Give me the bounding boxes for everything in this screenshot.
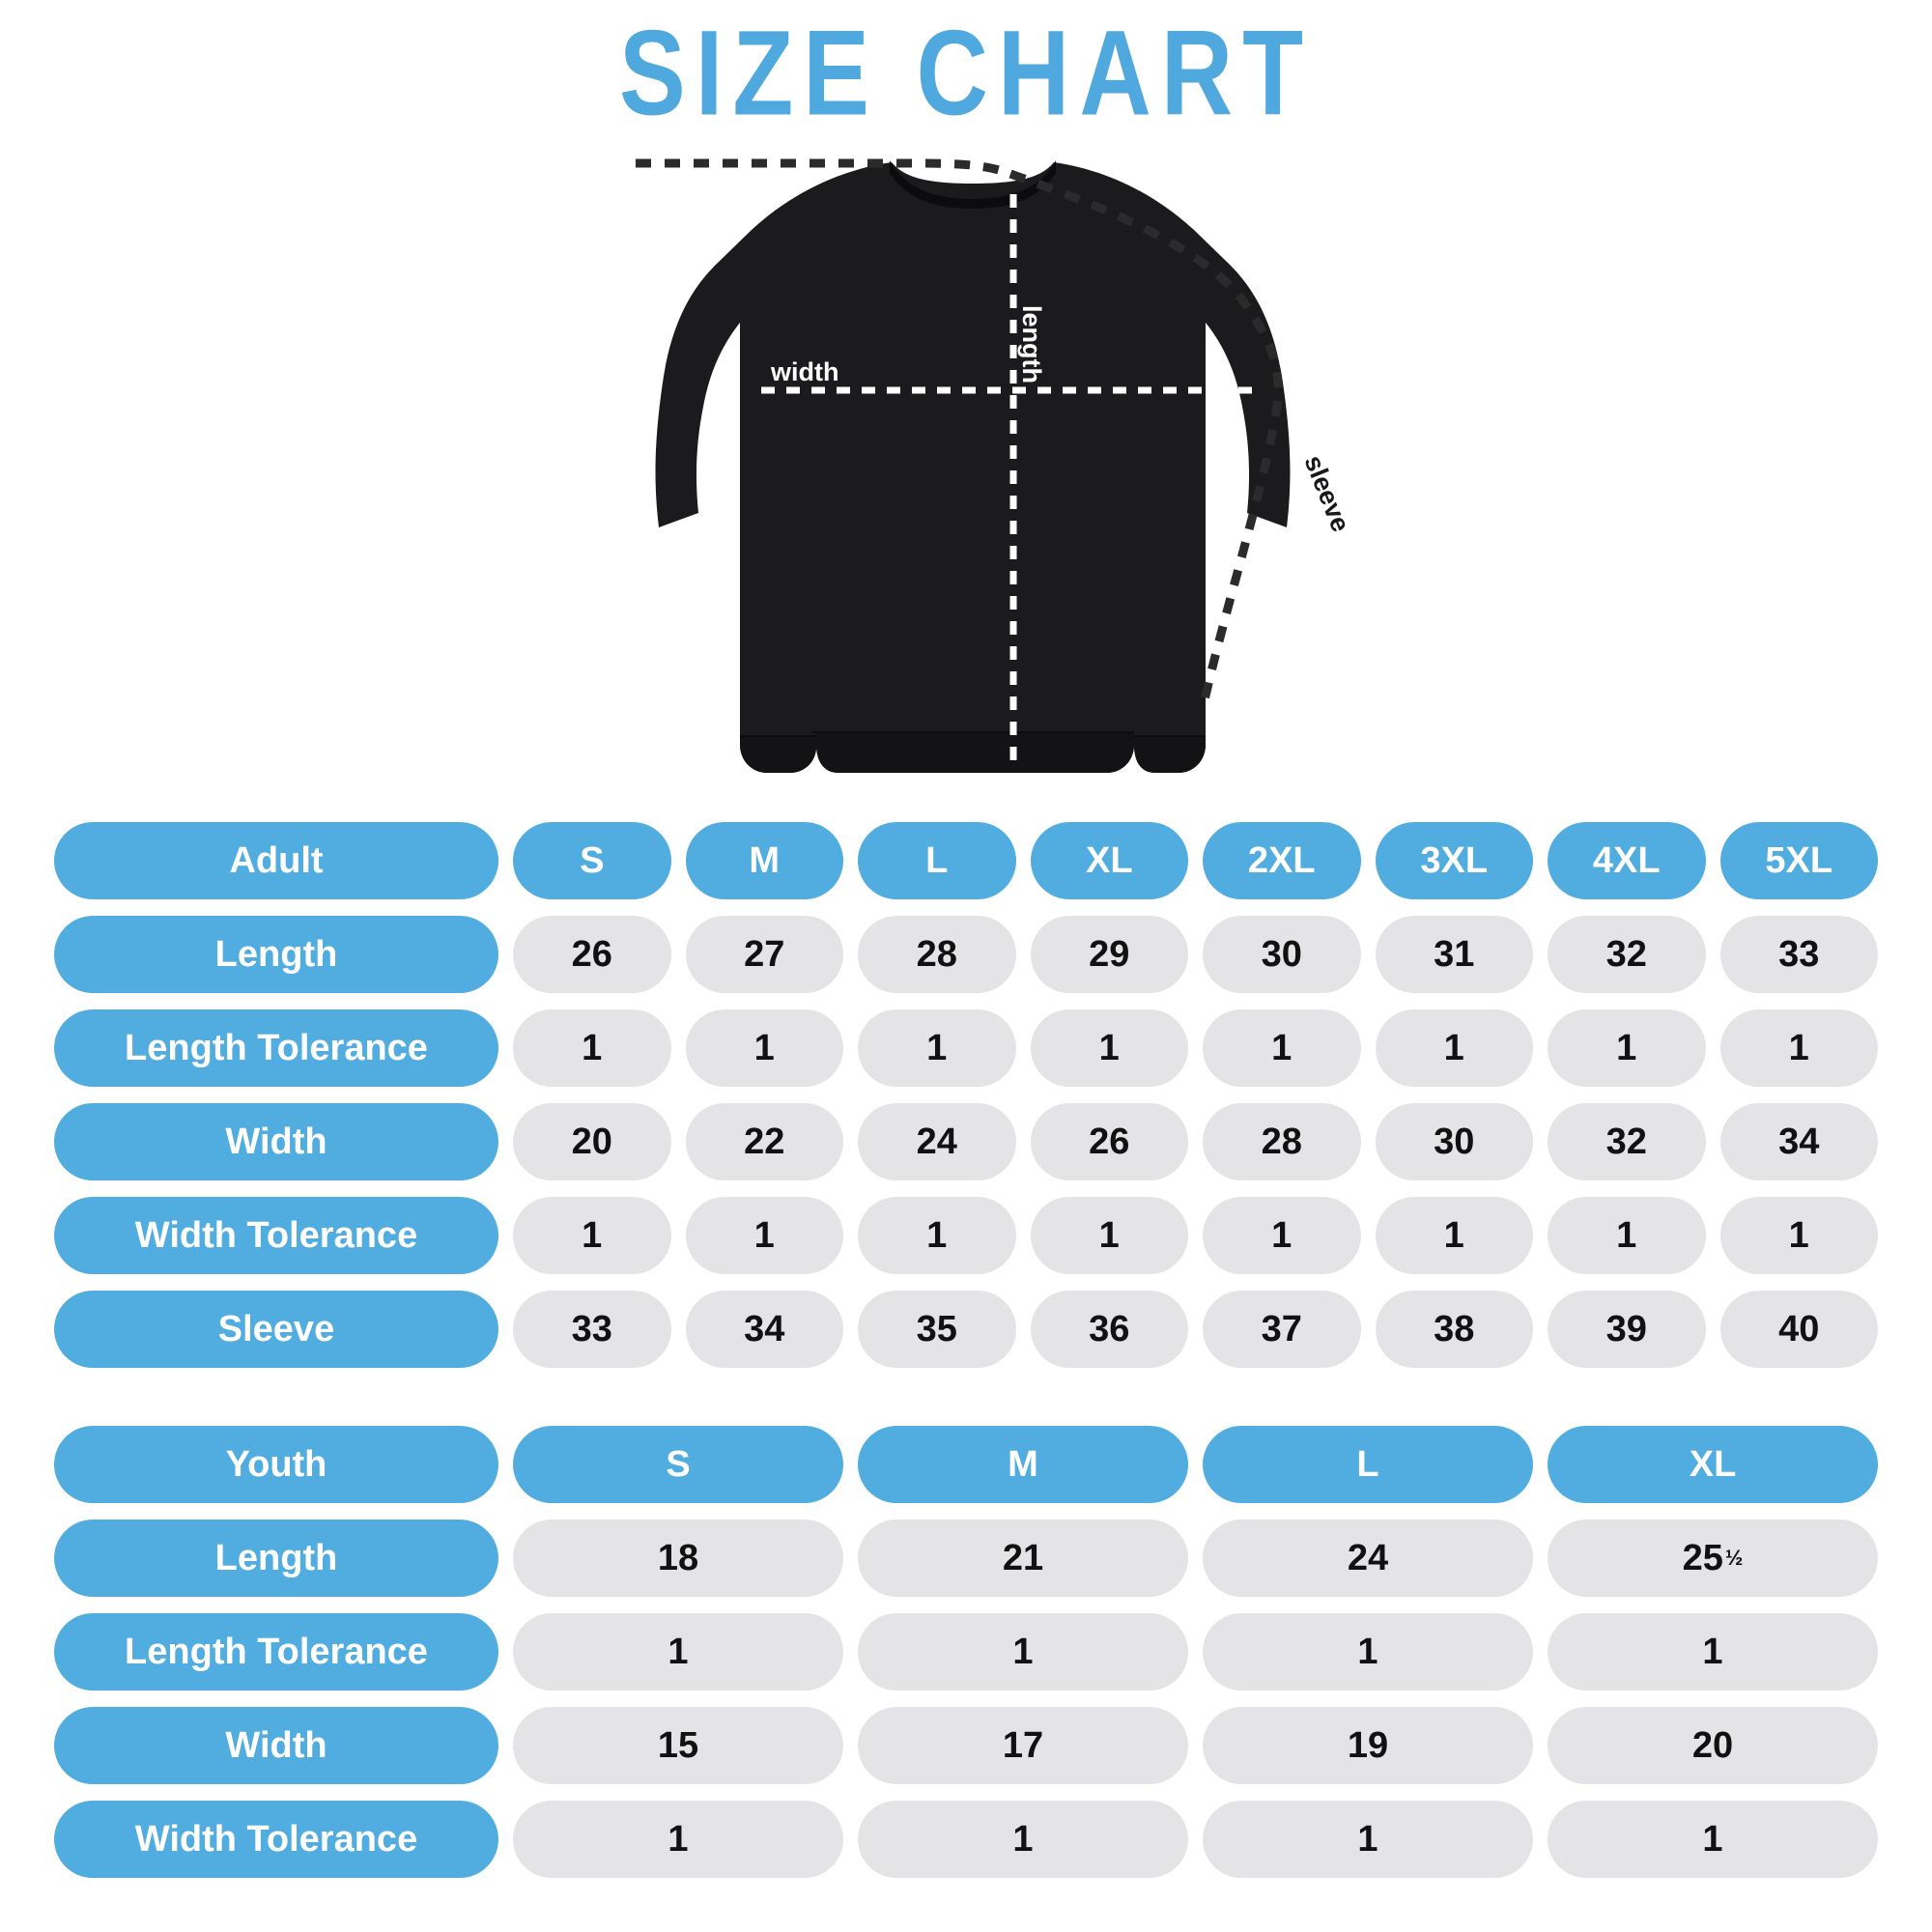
svg-text:sleeve: sleeve [1298, 451, 1355, 536]
svg-text:length: length [1017, 305, 1046, 384]
svg-text:width: width [770, 357, 838, 386]
